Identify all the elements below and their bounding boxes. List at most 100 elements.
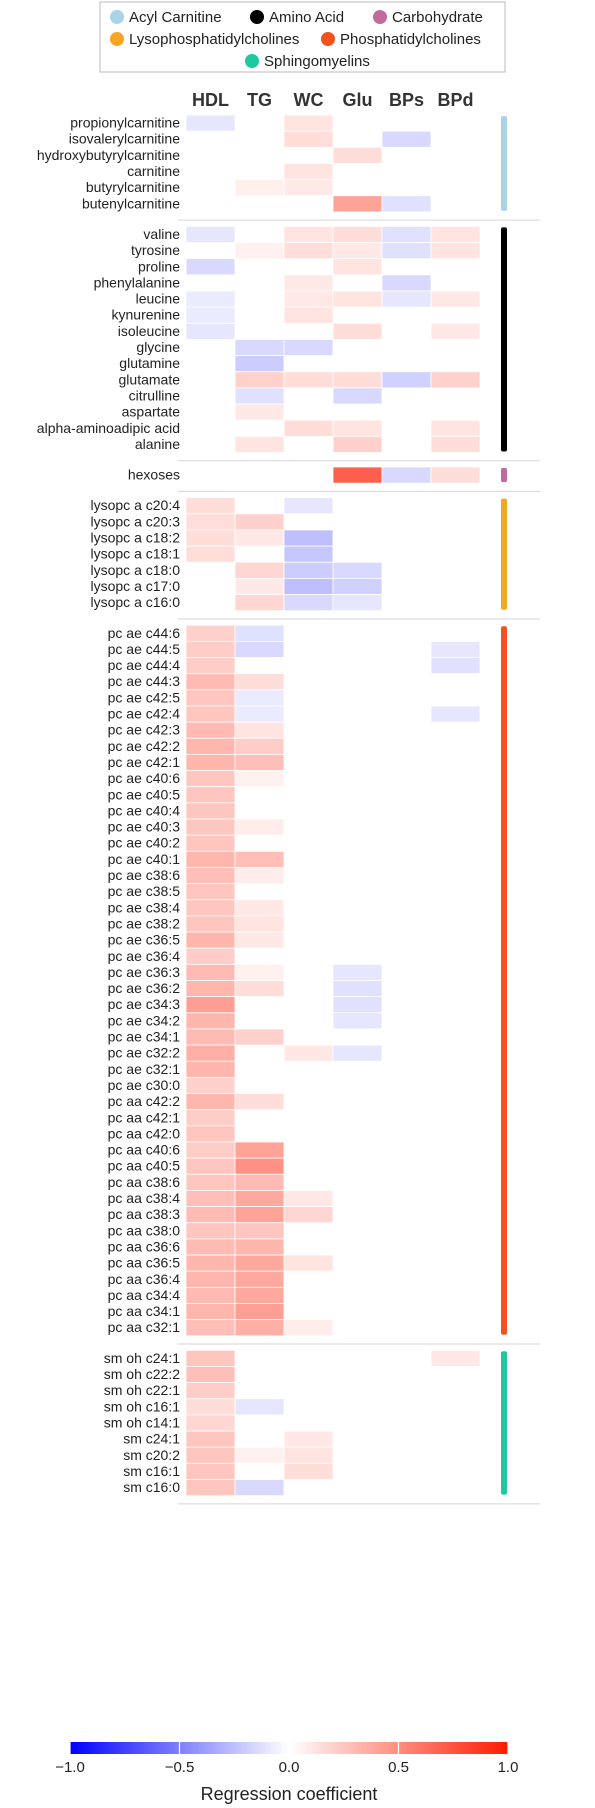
row-label: butenylcarnitine bbox=[82, 195, 180, 211]
heatmap-cell bbox=[332, 290, 383, 308]
legend-swatch bbox=[110, 10, 124, 24]
legend-swatch bbox=[245, 54, 259, 68]
heatmap-cell bbox=[234, 1319, 285, 1337]
heatmap-cell bbox=[185, 1366, 236, 1383]
heatmap-cell bbox=[332, 594, 383, 612]
heatmap-cell bbox=[234, 1270, 285, 1288]
heatmap-cell bbox=[430, 466, 481, 484]
row-label: pc ae c44:5 bbox=[108, 641, 181, 657]
heatmap-cell bbox=[430, 640, 481, 658]
heatmap-cell bbox=[332, 466, 383, 484]
row-label: pc ae c36:4 bbox=[108, 948, 181, 964]
heatmap-cell bbox=[185, 1382, 236, 1400]
heatmap-cell bbox=[185, 899, 236, 917]
row-group: valinetyrosineprolinephenylalanineleucin… bbox=[37, 226, 540, 462]
row-label: pc aa c36:4 bbox=[108, 1271, 181, 1287]
heatmap-cell bbox=[234, 1173, 285, 1191]
group-color-bar bbox=[501, 468, 507, 483]
row-label: lysopc a c20:4 bbox=[91, 497, 181, 513]
column-header: BPd bbox=[438, 90, 474, 110]
row-label: aspartate bbox=[122, 404, 181, 420]
heatmap-cell bbox=[283, 1446, 334, 1464]
heatmap-cell bbox=[234, 1254, 285, 1272]
row-label: pc aa c42:2 bbox=[108, 1093, 181, 1109]
heatmap-cell bbox=[332, 578, 383, 595]
heatmap-cell bbox=[185, 1446, 236, 1464]
heatmap-cell bbox=[185, 850, 236, 868]
row-label: hexoses bbox=[128, 467, 180, 483]
row-label: alpha-aminoadipic acid bbox=[37, 420, 180, 436]
heatmap-cell bbox=[234, 1398, 285, 1416]
row-label: tyrosine bbox=[131, 242, 180, 258]
heatmap-cell bbox=[185, 1157, 236, 1175]
heatmap-cell bbox=[234, 899, 285, 917]
heatmap-cell bbox=[283, 1254, 334, 1272]
heatmap-cell bbox=[283, 497, 334, 515]
heatmap-cell bbox=[234, 624, 285, 642]
row-label: sm c24:1 bbox=[123, 1431, 180, 1447]
row-label: pc aa c40:5 bbox=[108, 1158, 181, 1174]
row-label: kynurenine bbox=[112, 307, 181, 323]
heatmap-cell bbox=[381, 466, 432, 484]
heatmap-cell bbox=[234, 963, 285, 981]
row-label: sm oh c14:1 bbox=[104, 1414, 180, 1430]
row-label: pc aa c36:6 bbox=[108, 1238, 181, 1254]
heatmap-cell bbox=[234, 578, 285, 595]
row-group: propionylcarnitineisovalerylcarnitinehyd… bbox=[37, 115, 540, 221]
heatmap-cell bbox=[234, 754, 285, 771]
row-label: sm c16:0 bbox=[123, 1479, 180, 1495]
heatmap-cell bbox=[332, 1044, 383, 1062]
heatmap-cell bbox=[185, 624, 236, 642]
row-label: citrulline bbox=[129, 387, 181, 403]
heatmap-cell bbox=[234, 705, 285, 723]
heatmap-cell bbox=[185, 980, 236, 998]
row-label: pc ae c36:3 bbox=[108, 964, 181, 980]
row-label: lysopc a c18:2 bbox=[91, 530, 181, 546]
row-label: lysopc a c16:0 bbox=[91, 594, 181, 610]
heatmap-cell bbox=[234, 867, 285, 885]
heatmap-cell bbox=[234, 1286, 285, 1304]
heatmap-cell bbox=[185, 1319, 236, 1337]
column-header: WC bbox=[294, 90, 324, 110]
row-label: pc aa c34:1 bbox=[108, 1303, 181, 1319]
heatmap-cell bbox=[234, 673, 285, 691]
row-label: leucine bbox=[136, 291, 181, 307]
heatmap-cell bbox=[185, 290, 236, 308]
row-label: isovalerylcarnitine bbox=[69, 131, 180, 147]
heatmap-cell bbox=[185, 786, 236, 804]
column-header: HDL bbox=[192, 90, 229, 110]
heatmap-cell bbox=[283, 114, 334, 132]
heatmap-cell bbox=[332, 963, 383, 981]
heatmap-cell bbox=[185, 754, 236, 771]
heatmap-cell bbox=[234, 818, 285, 836]
heatmap-cell bbox=[332, 561, 383, 579]
heatmap-cell bbox=[283, 1319, 334, 1337]
heatmap-cell bbox=[332, 387, 383, 405]
row-label: pc aa c38:6 bbox=[108, 1174, 181, 1190]
row-label: pc ae c40:4 bbox=[108, 802, 181, 818]
row-label: pc ae c38:4 bbox=[108, 899, 181, 915]
group-color-bar bbox=[501, 498, 507, 610]
heatmap-cell bbox=[185, 1462, 236, 1480]
heatmap-cell bbox=[234, 561, 285, 579]
heatmap-cell bbox=[185, 963, 236, 981]
row-label: valine bbox=[143, 226, 180, 242]
heatmap-cell bbox=[283, 1206, 334, 1224]
heatmap-cell bbox=[185, 545, 236, 563]
row-label: sm oh c24:1 bbox=[104, 1350, 180, 1366]
row-label: pc ae c44:6 bbox=[108, 625, 181, 641]
heatmap-cell bbox=[185, 306, 236, 324]
column-headers: HDL TG WC Glu BPs BPd bbox=[192, 90, 474, 110]
heatmap-cell bbox=[283, 1190, 334, 1207]
row-label: lysopc a c17:0 bbox=[91, 578, 181, 594]
row-label: sm oh c22:1 bbox=[104, 1382, 180, 1398]
heatmap-cell bbox=[185, 721, 236, 739]
heatmap-cell bbox=[185, 1414, 236, 1432]
heatmap-cell bbox=[185, 1109, 236, 1127]
row-label: lysopc a c20:3 bbox=[91, 513, 181, 529]
row-label: pc ae c38:2 bbox=[108, 915, 181, 931]
heatmap-cell bbox=[332, 242, 383, 260]
colorbar-tick-label: 0.0 bbox=[279, 1759, 300, 1776]
heatmap-cell bbox=[234, 355, 285, 373]
